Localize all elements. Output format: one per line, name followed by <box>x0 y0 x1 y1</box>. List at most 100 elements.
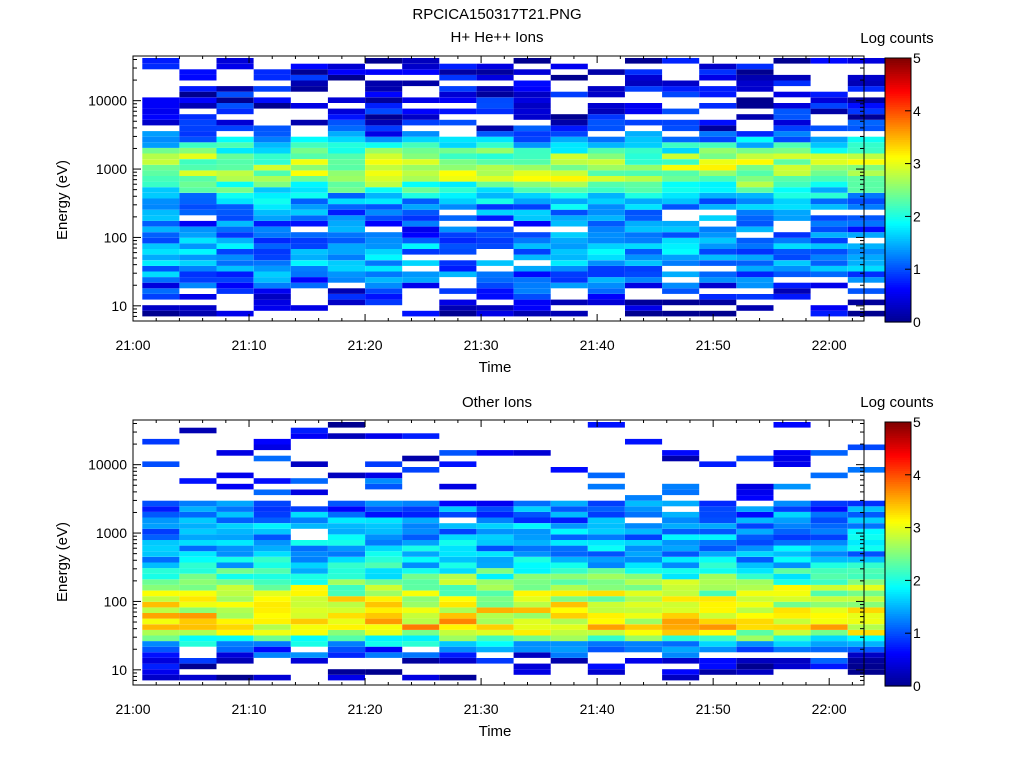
colorbar-segment <box>885 452 911 456</box>
heatmap-cell <box>513 170 551 176</box>
heatmap-cell <box>327 613 365 619</box>
heatmap-cell <box>736 147 774 154</box>
heatmap-cell <box>402 170 440 176</box>
heatmap-cell <box>550 159 588 165</box>
heatmap-cell <box>179 271 217 278</box>
heatmap-cell <box>253 444 291 451</box>
heatmap-cell <box>736 97 774 103</box>
heatmap-cell <box>253 613 291 619</box>
heatmap-cell <box>662 153 700 160</box>
heatmap-cell <box>736 254 774 261</box>
heatmap-cell <box>402 607 440 613</box>
heatmap-cell <box>736 142 774 148</box>
heatmap-cell <box>736 164 774 171</box>
heatmap-cell <box>587 277 625 283</box>
colorbar-segment <box>885 291 911 294</box>
heatmap-cell <box>699 629 737 636</box>
colorbar-segment <box>885 637 911 641</box>
heatmap-cell <box>142 282 180 289</box>
heatmap-cell <box>662 198 700 205</box>
heatmap-cell <box>253 596 291 602</box>
heatmap-cell <box>327 596 365 602</box>
heatmap-cell <box>810 573 848 580</box>
heatmap-cell <box>773 629 811 636</box>
heatmap-cell <box>773 176 811 182</box>
heatmap-cell <box>736 506 774 512</box>
colorbar-segment <box>885 430 911 434</box>
heatmap-cell <box>402 596 440 602</box>
heatmap-cell <box>253 288 291 294</box>
colorbar-segment <box>885 84 911 88</box>
heatmap-cell <box>773 573 811 580</box>
heatmap-cell <box>365 646 403 653</box>
heatmap-cell <box>773 260 811 266</box>
heatmap-cell <box>662 254 700 261</box>
heatmap-cell <box>327 590 365 597</box>
heatmap-cell <box>625 232 663 238</box>
heatmap-cell <box>550 310 588 317</box>
heatmap-cell <box>327 187 365 193</box>
heatmap-cell <box>476 534 514 540</box>
heatmap-cell <box>290 511 328 518</box>
heatmap-cell <box>253 142 291 148</box>
heatmap-cell <box>142 613 180 619</box>
heatmap-cell <box>290 618 328 625</box>
heatmap-cell <box>699 237 737 244</box>
heatmap-cell <box>253 562 291 569</box>
heatmap-cell <box>179 658 217 664</box>
heatmap-cell <box>179 556 217 563</box>
heatmap-cell <box>810 153 848 160</box>
heatmap-cell <box>513 646 551 653</box>
heatmap-cell <box>439 69 477 75</box>
heatmap-cell <box>662 170 700 176</box>
heatmap-cell <box>216 635 254 642</box>
heatmap-cell <box>847 249 885 255</box>
heatmap-cell <box>439 204 477 210</box>
colorbar-segment <box>885 69 911 72</box>
heatmap-cell <box>439 260 477 266</box>
colorbar-segment <box>885 459 911 463</box>
colorbar-segment <box>885 543 911 546</box>
heatmap-cell <box>736 455 774 462</box>
colorbar-tick-label: 2 <box>913 208 921 224</box>
colorbar-segment <box>885 256 911 259</box>
heatmap-cell <box>736 601 774 608</box>
heatmap-cell <box>179 674 217 681</box>
heatmap-cell <box>216 254 254 261</box>
colorbar-segment <box>885 104 911 107</box>
heatmap-cell <box>402 176 440 182</box>
heatmap-cell <box>365 265 403 272</box>
heatmap-cell <box>439 584 477 591</box>
colorbar-segment <box>885 168 911 171</box>
heatmap-cell <box>662 607 700 613</box>
heatmap-cell <box>476 108 514 115</box>
colorbar-segment <box>885 514 911 518</box>
heatmap-cell <box>179 86 217 92</box>
heatmap-cell <box>253 299 291 306</box>
heatmap-cell <box>365 114 403 120</box>
heatmap-cell <box>142 584 180 591</box>
heatmap-cell <box>142 254 180 261</box>
heatmap-cell <box>402 181 440 188</box>
heatmap-cell <box>216 204 254 210</box>
heatmap-cell <box>476 187 514 193</box>
heatmap-cell <box>216 237 254 244</box>
heatmap-cell <box>142 635 180 642</box>
heatmap-cell <box>550 249 588 255</box>
heatmap-cell <box>216 249 254 255</box>
heatmap-cell <box>476 596 514 602</box>
heatmap-cell <box>513 607 551 613</box>
colorbar-segment <box>885 609 911 612</box>
heatmap-cell <box>550 147 588 154</box>
heatmap-cell <box>290 63 328 70</box>
heatmap-cell <box>736 579 774 585</box>
heatmap-cell <box>365 108 403 115</box>
heatmap-cell <box>550 299 588 306</box>
colorbar-segment <box>885 311 911 314</box>
heatmap-cell <box>773 125 811 132</box>
heatmap-cell <box>550 506 588 512</box>
heatmap-cell <box>513 192 551 199</box>
heatmap-cell <box>810 232 848 238</box>
heatmap-cell <box>365 243 403 249</box>
heatmap-cell <box>662 125 700 132</box>
